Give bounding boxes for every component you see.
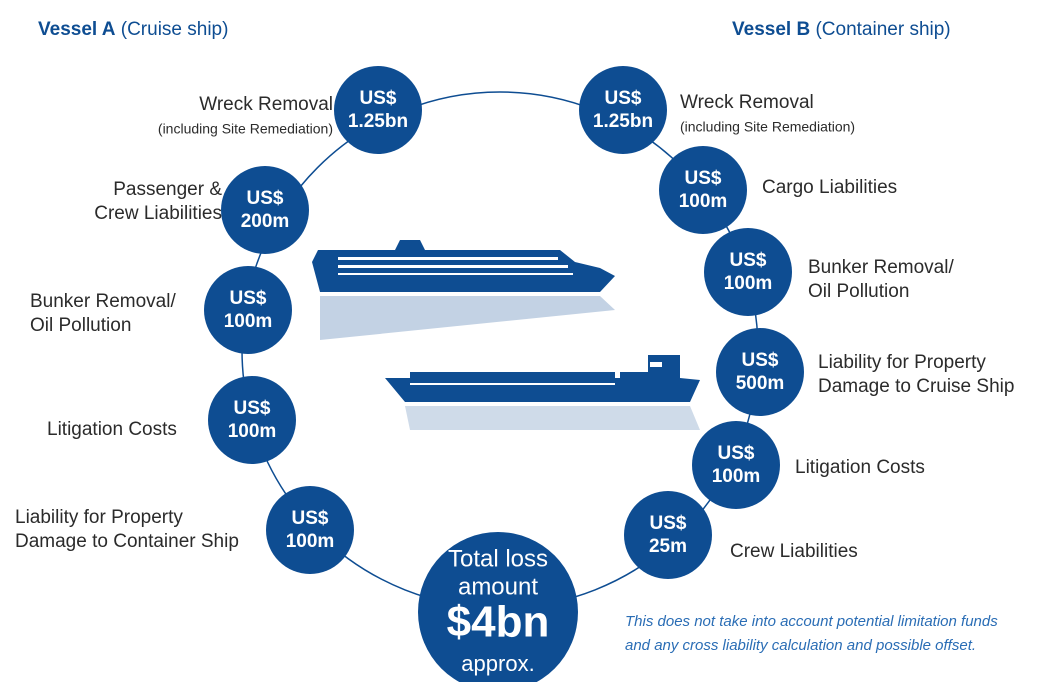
amount-text: 100m [712, 466, 761, 487]
amount-badge [221, 166, 309, 254]
amount-badge [704, 228, 792, 316]
amount-text: US$ [730, 250, 767, 271]
vessel-a-header: Vessel A (Cruise ship) [38, 19, 228, 40]
amount-text: US$ [230, 288, 267, 309]
footnote-line: and any cross liability calculation and … [625, 637, 976, 654]
item-label: Bunker Removal/ [30, 291, 176, 312]
item-label: Liability for Property [15, 507, 183, 528]
item-label: Wreck Removal [680, 92, 814, 113]
item-label: Crew Liabilities [730, 541, 858, 562]
amount-badge [266, 486, 354, 574]
amount-text: 500m [736, 373, 785, 394]
total-badge [418, 532, 578, 682]
amount-badge [659, 146, 747, 234]
amount-text: US$ [360, 88, 397, 109]
amount-text: US$ [234, 398, 271, 419]
item-label: Litigation Costs [47, 419, 177, 440]
amount-text: US$ [605, 88, 642, 109]
item-label: Oil Pollution [808, 281, 909, 302]
amount-text: US$ [247, 188, 284, 209]
amount-text: 100m [679, 191, 728, 212]
vessel-a-type: (Cruise ship) [121, 19, 229, 40]
amount-text: 1.25bn [348, 111, 408, 132]
item-label: Cargo Liabilities [762, 177, 897, 198]
cruise-ship [312, 240, 615, 340]
amount-text: 200m [241, 211, 290, 232]
amount-text: 1.25bn [593, 111, 653, 132]
item-label: Crew Liabilities [94, 203, 222, 224]
item-label: Liability for Property [818, 352, 986, 373]
item-note: (including Site Remediation) [680, 119, 855, 135]
amount-text: 25m [649, 536, 687, 557]
item-label: Oil Pollution [30, 315, 131, 336]
amount-badge [716, 328, 804, 416]
total-text: Total loss [448, 545, 548, 572]
amount-text: US$ [718, 443, 755, 464]
amount-text: US$ [292, 508, 329, 529]
vessel-b-name: Vessel B [732, 19, 810, 40]
item-label: Damage to Cruise Ship [818, 376, 1014, 397]
vessel-a-name: Vessel A [38, 19, 116, 40]
total-suffix: approx. [461, 651, 534, 676]
amount-text: US$ [742, 350, 779, 371]
container-ship [385, 355, 700, 430]
total-text: amount [458, 573, 538, 600]
item-label: Wreck Removal [199, 94, 333, 115]
footnote-line: This does not take into account potentia… [625, 613, 998, 630]
amount-text: 100m [224, 311, 273, 332]
amount-badge [624, 491, 712, 579]
amount-badge [692, 421, 780, 509]
amount-badge [204, 266, 292, 354]
amount-text: US$ [650, 513, 687, 534]
item-label: Bunker Removal/ [808, 257, 954, 278]
item-label: Litigation Costs [795, 457, 925, 478]
amount-badge [334, 66, 422, 154]
item-note: (including Site Remediation) [158, 121, 333, 137]
amount-text: US$ [685, 168, 722, 189]
vessel-b-header: Vessel B (Container ship) [732, 19, 951, 40]
amount-text: 100m [286, 531, 335, 552]
item-label: Damage to Container Ship [15, 531, 239, 552]
total-amount: $4bn [447, 598, 550, 647]
amount-badge [579, 66, 667, 154]
item-label: Passenger & [113, 179, 222, 200]
amount-text: 100m [228, 421, 277, 442]
amount-badge [208, 376, 296, 464]
amount-text: 100m [724, 273, 773, 294]
vessel-b-type: (Container ship) [815, 19, 950, 40]
